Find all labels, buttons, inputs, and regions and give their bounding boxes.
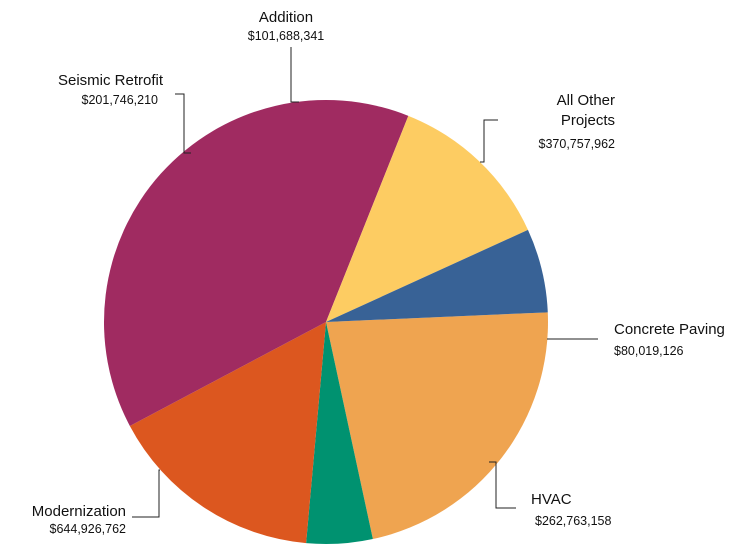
slice-label-all-other-projects-line-1: All Other (557, 92, 615, 109)
leader-line-all-other-projects (480, 119, 498, 163)
slice-label-modernization: Modernization (32, 503, 126, 520)
pie-slice-modernization (103, 99, 409, 426)
leader-lines (132, 47, 598, 518)
leader-line-modernization (132, 469, 160, 518)
slice-value-seismic-retrofit: $201,746,210 (82, 93, 159, 107)
slice-value-modernization: $644,926,762 (50, 522, 127, 536)
pie-slice-addition (326, 229, 548, 322)
slice-label-seismic-retrofit: Seismic Retrofit (58, 72, 164, 89)
slice-label-addition: Addition (259, 9, 313, 26)
slice-labels: All Other Projects $370,757,962 Concrete Pa… (32, 9, 725, 536)
slice-value-all-other-projects: $370,757,962 (539, 137, 616, 151)
slice-label-concrete-paving: Concrete Paving (614, 321, 725, 338)
leader-line-addition (290, 47, 299, 103)
leader-line-hvac (489, 461, 516, 509)
pie-slice-seismic-retrofit (326, 115, 528, 322)
slice-value-concrete-paving: $80,019,126 (614, 344, 684, 358)
slice-label-hvac: HVAC (531, 491, 572, 508)
leader-line-seismic-retrofit (175, 93, 191, 154)
slice-value-addition: $101,688,341 (248, 29, 325, 43)
pie-slices (103, 99, 549, 544)
slice-value-hvac: $262,763,158 (535, 514, 612, 528)
pie-slice-all-other-projects (326, 312, 549, 539)
slice-label-all-other-projects-line-2: Projects (561, 112, 615, 129)
pie-slice-concrete-paving (306, 322, 373, 544)
pie-slice-hvac (129, 322, 326, 544)
